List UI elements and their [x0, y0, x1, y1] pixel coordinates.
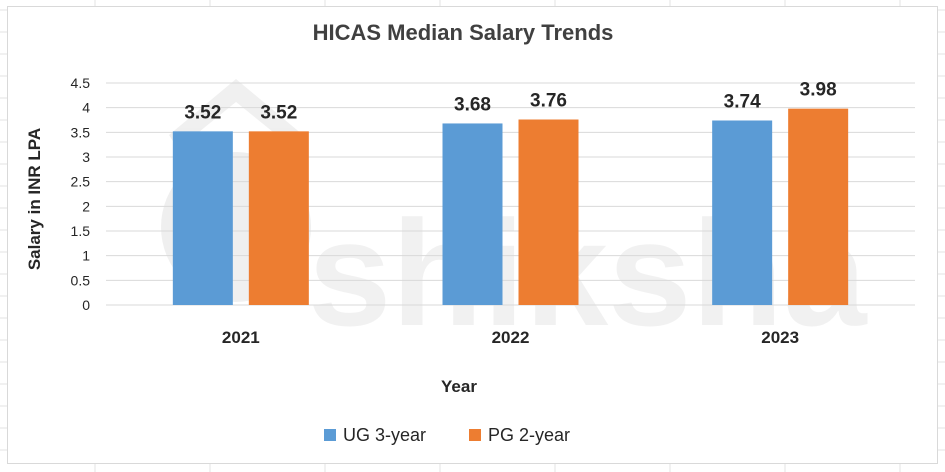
y-tick-label: 0.5: [71, 272, 91, 288]
y-tick-label: 0: [82, 297, 90, 313]
chart-svg: shiksha HICAS Median Salary Trends 0 0.5 1…: [25, 20, 915, 445]
y-axis-title: Salary in INR LPA: [25, 128, 44, 270]
bar-ug-3-year-2021: [172, 131, 233, 305]
gridlines: [106, 82, 915, 306]
bar-pg-2-year-2023: [788, 108, 849, 305]
data-label: 3.76: [530, 91, 567, 112]
legend-swatch: [324, 429, 336, 441]
legend-label: PG 2-year: [488, 425, 570, 445]
chart-area[interactable]: shiksha HICAS Median Salary Trends 0 0.5 1…: [7, 6, 938, 464]
chart-title: HICAS Median Salary Trends: [313, 20, 614, 45]
y-tick-label: 3.5: [71, 124, 91, 140]
y-tick-label: 2.5: [71, 174, 91, 190]
watermark-text: shiksha: [308, 189, 868, 357]
x-tick-label: 2023: [761, 328, 799, 347]
bar-pg-2-year-2022: [518, 119, 579, 305]
legend-swatch: [469, 429, 481, 441]
bar-ug-3-year-2022: [442, 123, 503, 305]
x-axis-ticks: 2021 2022 2023: [222, 328, 799, 347]
y-tick-label: 4.5: [71, 75, 91, 91]
data-label: 3.68: [454, 94, 491, 115]
x-axis-title: Year: [441, 377, 477, 396]
y-tick-label: 1: [82, 248, 90, 264]
y-tick-label: 4: [82, 100, 90, 116]
data-label: 3.98: [800, 80, 837, 101]
data-labels: 3.52 3.52 3.68 3.76 3.74 3.98: [184, 80, 836, 124]
legend: UG 3-year PG 2-year: [324, 425, 570, 445]
legend-label: UG 3-year: [343, 425, 426, 445]
data-label: 3.52: [260, 102, 297, 123]
bar-pg-2-year-2021: [248, 131, 309, 305]
bar-ug-3-year-2023: [712, 120, 773, 305]
x-tick-label: 2021: [222, 328, 260, 347]
x-tick-label: 2022: [492, 328, 530, 347]
bars: [172, 108, 849, 305]
data-label: 3.52: [184, 102, 221, 123]
y-tick-label: 2: [82, 198, 90, 214]
data-label: 3.74: [724, 91, 761, 112]
y-tick-label: 3: [82, 149, 90, 165]
y-tick-label: 1.5: [71, 223, 91, 239]
y-axis-ticks: 0 0.5 1 1.5 2 2.5 3 3.5 4 4.5: [71, 75, 91, 313]
